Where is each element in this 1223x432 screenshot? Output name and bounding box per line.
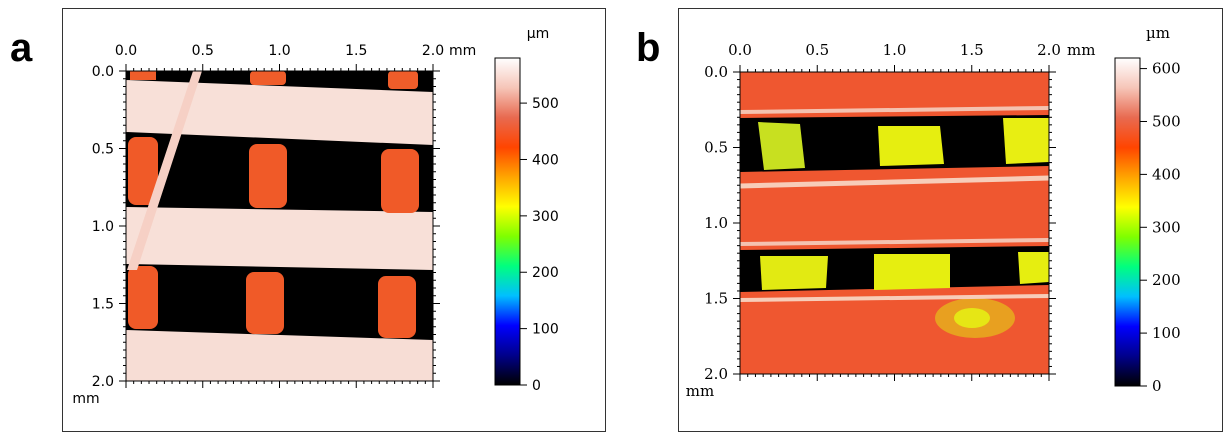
- panel-a-top-pillar-3: [388, 71, 418, 89]
- panel-b-y-tick-label: 1.5: [704, 290, 728, 308]
- panel-a-colorbar-tick-label: 100: [532, 322, 559, 338]
- panel-b-x-tick-label: 0.0: [728, 41, 752, 59]
- panel-b-yellow-2-1: [760, 256, 828, 290]
- panel-a-colorbar-tick-label: 200: [532, 265, 559, 281]
- panel-b-band-edge-4: [740, 294, 1049, 302]
- panel-a-colorbar-gradient: [494, 57, 521, 386]
- panel-b-colorbar: 0 100 200 300 400 500 600 µm: [1114, 24, 1181, 395]
- panel-a-top-pillar-2: [250, 71, 286, 85]
- panel-b-x-tick-label: 1.0: [883, 41, 907, 59]
- panel-b-band-edge-1: [740, 106, 1049, 114]
- panel-b-colorbar-gradient: [1114, 57, 1141, 387]
- panel-b-colorbar-tick-label: 100: [1152, 324, 1181, 342]
- panel-label-a: a: [10, 26, 33, 70]
- panel-a-y-tick-label: 1.5: [92, 297, 114, 313]
- panel-a-y-tick-label: 2.0: [92, 374, 114, 390]
- panel-b-band-edge-3: [740, 238, 1049, 246]
- panel-b-colorbar-tick-label: 500: [1152, 112, 1181, 130]
- panel-a-colorbar-tick-label: 400: [532, 152, 559, 168]
- panel-b-yellow-1-3: [1003, 118, 1049, 164]
- panel-a-colorbar-tick-label: 300: [532, 209, 559, 225]
- panel-a-x-tick-label: 1.0: [268, 43, 290, 59]
- panel-b-colorbar-tick-label: 200: [1152, 271, 1181, 289]
- panel-a-band-3: [126, 330, 433, 381]
- panel-b-colorbar-tick-label: 400: [1152, 165, 1181, 183]
- panel-a-pillar-1: [128, 137, 158, 205]
- panel-a-y-tick-label: 0.0: [92, 64, 114, 80]
- panel-b-x-unit-label: mm: [1067, 41, 1095, 59]
- panel-a-pillar-6: [378, 276, 416, 338]
- panel-a-pillar-5: [246, 272, 284, 334]
- panel-a-colorbar-tick-label: 500: [532, 96, 559, 112]
- panel-b-x-tick-label: 2.0: [1037, 41, 1061, 59]
- panel-b-y-tick-label: 2.0: [704, 365, 728, 383]
- panel-b-yellow-1-1: [758, 122, 805, 170]
- panel-a-diagonal-fiber: [127, 71, 202, 270]
- panel-a-pillar-3: [381, 149, 419, 213]
- panel-b-colorbar-tick-label: 600: [1152, 60, 1181, 78]
- panel-a-y-tick-label: 1.0: [92, 219, 114, 235]
- panel-b-colorbar-tick-label: 0: [1152, 377, 1162, 395]
- panel-a-top-pillar-1: [130, 71, 156, 80]
- panel-b-y-unit-label: mm: [686, 382, 714, 400]
- panel-b-band-edge-2: [740, 175, 1049, 189]
- panel-b-yellow-2-2: [874, 254, 950, 290]
- panel-a-heatmap: [126, 71, 433, 381]
- panel-a-colorbar: 0 100 200 300 400 500 µm: [494, 26, 559, 394]
- panel-b-defect-core: [954, 308, 990, 328]
- panel-a-band-1: [126, 80, 433, 145]
- panel-b-x-tick-label: 0.5: [805, 41, 829, 59]
- panel-a-band-2: [126, 207, 433, 270]
- panel-b-y-tick-label: 0.5: [704, 139, 728, 157]
- panel-a-axes: 0.0 0.5 1.0 1.5 2.0 mm0.00.51.01.52.0mm: [72, 43, 476, 407]
- panel-b-y-tick-label: 0.0: [704, 63, 728, 81]
- panel-b-colorbar-unit: µm: [1146, 24, 1170, 42]
- panel-label-b: b: [636, 26, 661, 70]
- panel-a-pillar-4: [128, 266, 158, 329]
- panel-b-yellow-1-2: [878, 126, 944, 166]
- panel-a-x-unit-label: mm: [449, 43, 476, 59]
- panel-a-x-tick-label: 1.5: [345, 43, 367, 59]
- panel-a-colorbar-unit: µm: [527, 26, 550, 42]
- panel-a-pillar-2: [249, 144, 287, 208]
- panel-b-yellow-2-3: [1018, 252, 1049, 284]
- panel-b-y-tick-label: 1.0: [704, 214, 728, 232]
- panel-b-axes: 0.0 0.5 1.0 1.5 2.0 mm0.00.51.01.52.0mm: [686, 41, 1096, 400]
- panel-a-x-tick-label: 0.0: [115, 43, 137, 59]
- panel-a-y-unit-label: mm: [72, 391, 99, 407]
- panel-b-x-tick-label: 1.5: [960, 41, 984, 59]
- panel-a-colorbar-tick-label: 0: [532, 378, 541, 394]
- panel-b-heatmap: [740, 72, 1049, 374]
- panel-a-x-tick-label: 0.5: [192, 43, 214, 59]
- panel-b-colorbar-tick-label: 300: [1152, 218, 1181, 236]
- panel-a-y-tick-label: 0.5: [92, 142, 114, 158]
- panel-a-x-tick-label: 2.0: [422, 43, 444, 59]
